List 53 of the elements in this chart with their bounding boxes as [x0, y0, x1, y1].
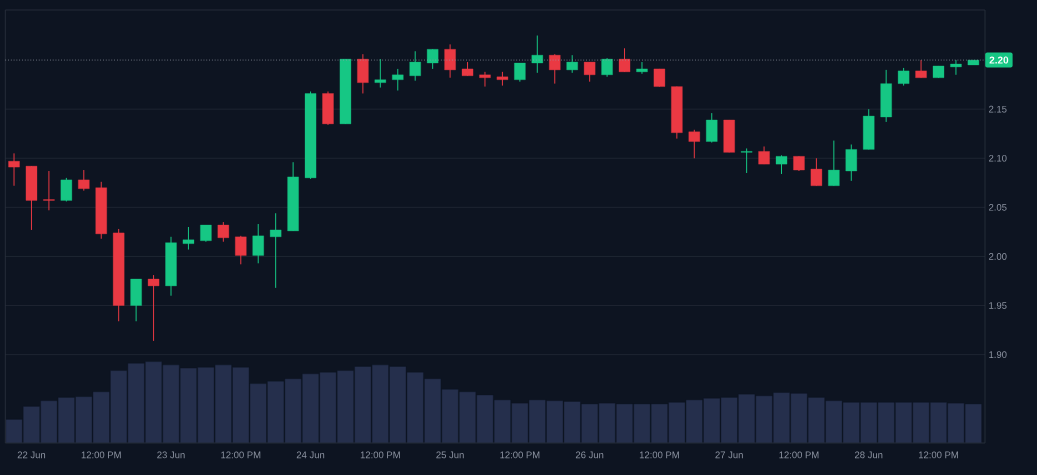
- candlestick: [182, 226, 195, 251]
- candlestick: [601, 57, 613, 78]
- candlestick: [618, 47, 631, 73]
- x-tick-label: 25 Jun: [436, 451, 464, 459]
- candlestick: [426, 48, 439, 70]
- candlestick: [531, 35, 543, 74]
- x-tick-label: 28 Jun: [854, 451, 883, 459]
- x-tick-label: 12:00 PM: [779, 451, 819, 459]
- x-tick-label: 12:00 PM: [81, 451, 121, 459]
- candlestick: [636, 61, 648, 75]
- candlestick: [583, 61, 596, 83]
- x-tick-label: 27 Jun: [715, 451, 743, 459]
- candlestick: [775, 154, 788, 175]
- candlestick: [845, 144, 857, 182]
- y-tick-label: 2.10: [989, 154, 1007, 162]
- candlestick: [43, 170, 55, 211]
- y-tick-label: 2.00: [989, 253, 1007, 260]
- y-tick-label: 1.95: [989, 302, 1007, 309]
- y-tick-label: 1.90: [989, 351, 1007, 358]
- candlestick: [357, 53, 369, 94]
- candlestick: [549, 53, 561, 85]
- candlestick: [740, 147, 753, 174]
- x-tick-label: 22 Jun: [17, 451, 46, 459]
- x-tick-label: 12:00 PM: [221, 451, 261, 459]
- candlestick: [374, 58, 386, 89]
- candlestick: [828, 140, 840, 187]
- x-tick-label: 12:00 PM: [360, 451, 400, 459]
- candlestick: [810, 157, 823, 187]
- candlestick: [409, 50, 421, 82]
- candlestick: [147, 274, 160, 342]
- candlestick: [915, 59, 927, 79]
- candlestick: [479, 71, 491, 88]
- candlestick: [444, 43, 456, 79]
- y-tick-label: 2.05: [989, 204, 1007, 211]
- candlestick: [269, 212, 282, 289]
- y-tick-label: 2.15: [989, 105, 1007, 113]
- x-tick-label: 12:00 PM: [500, 451, 540, 459]
- candlestick: [706, 112, 718, 144]
- x-tick-label: 26 Jun: [575, 451, 604, 459]
- x-tick-label: 24 Jun: [296, 451, 325, 459]
- x-tick-label: 12:00 PM: [918, 451, 958, 459]
- candlestick: [514, 62, 526, 83]
- x-tick-label: 23 Jun: [157, 451, 185, 459]
- candlestick: [392, 68, 404, 92]
- candlestick: [252, 223, 264, 264]
- candlestick: [950, 59, 962, 76]
- x-tick-label: 12:00 PM: [639, 451, 679, 459]
- candlestick: [8, 152, 20, 187]
- candlestick: [78, 169, 90, 192]
- candlestick: [217, 221, 230, 243]
- candlestick: [235, 235, 247, 265]
- candlestick: [688, 129, 700, 159]
- ref-line-label: 2.20: [989, 56, 1009, 64]
